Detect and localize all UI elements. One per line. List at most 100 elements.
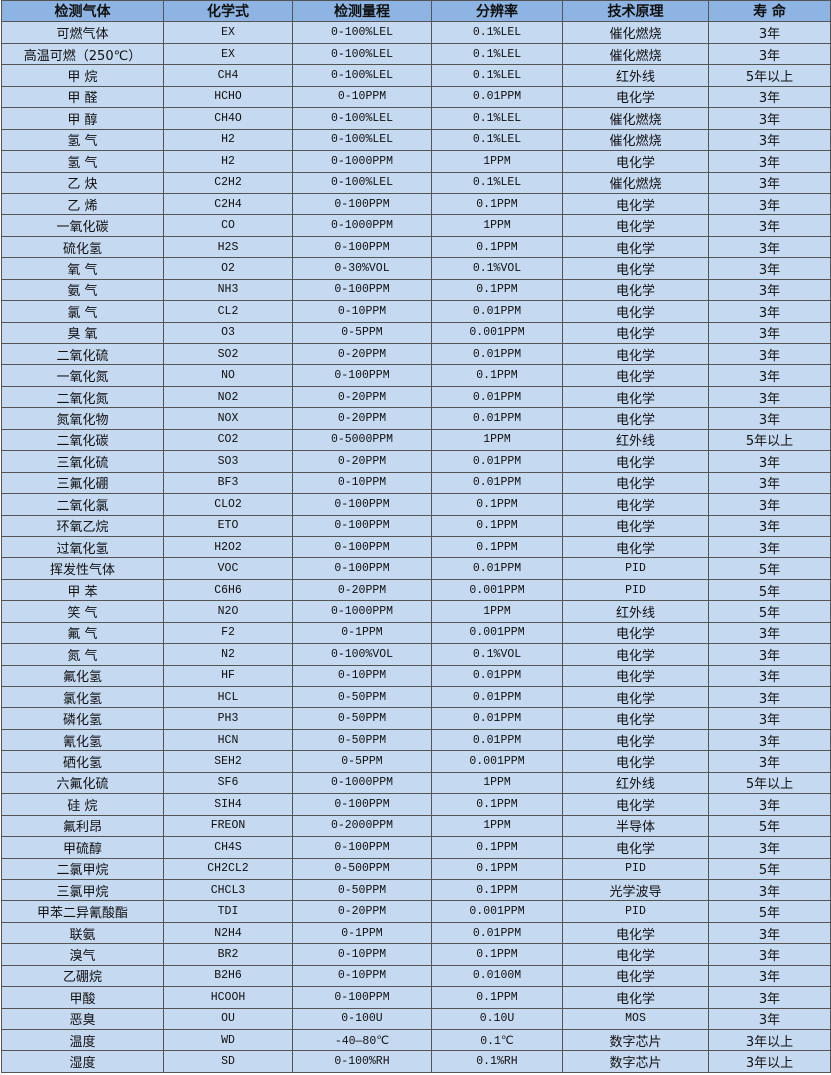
lifespan-cell: 3年以上 xyxy=(708,1050,831,1073)
lifespan-cell: 3年 xyxy=(708,214,831,237)
range-cell: 0-100PPM xyxy=(292,192,432,216)
formula-cell: CHCL3 xyxy=(163,878,293,902)
resolution-cell: 0.01PPM xyxy=(431,407,563,430)
gas-cell: 一氧化碳 xyxy=(1,214,164,237)
lifespan-cell: 3年 xyxy=(708,321,831,345)
table-row: 甲 苯 C6H6 0-20PPM 0.001PPM PID 5年 xyxy=(1,578,831,602)
lifespan-cell: 3年 xyxy=(708,278,831,302)
table-row: 硒化氢 SEH2 0-5PPM 0.001PPM 电化学 3年 xyxy=(1,750,831,773)
range-cell: 0-50PPM xyxy=(292,685,432,709)
principle-cell: 电化学 xyxy=(562,986,709,1009)
range-cell: 0-100U xyxy=(292,1007,432,1031)
principle-cell: 电化学 xyxy=(562,278,709,302)
gas-cell: 溴气 xyxy=(1,943,164,966)
table-row: 环氧乙烷 ETO 0-100PPM 0.1PPM 电化学 3年 xyxy=(1,514,831,537)
lifespan-cell: 3年 xyxy=(708,514,831,537)
gas-cell: 甲 烷 xyxy=(1,64,164,87)
principle-cell: 电化学 xyxy=(562,364,709,387)
lifespan-cell: 5年以上 xyxy=(708,428,831,452)
formula-cell: NO xyxy=(163,364,293,387)
header-row: 检测气体 化学式 检测量程 分辨率 技术原理 寿 命 xyxy=(1,0,831,23)
gas-cell: 六氟化硫 xyxy=(1,771,164,795)
lifespan-cell: 5年 xyxy=(708,857,831,880)
resolution-cell: 0.01PPM xyxy=(431,921,563,945)
principle-cell: 红外线 xyxy=(562,428,709,452)
resolution-cell: 0.0100M xyxy=(431,964,563,988)
resolution-cell: 0.1PPM xyxy=(431,514,563,537)
range-cell: 0-20PPM xyxy=(292,578,432,602)
lifespan-cell: 3年 xyxy=(708,150,831,173)
resolution-cell: 0.1PPM xyxy=(431,364,563,387)
table-row: 臭 氧 O3 0-5PPM 0.001PPM 电化学 3年 xyxy=(1,321,831,345)
lifespan-cell: 3年 xyxy=(708,235,831,259)
table-row: 挥发性气体 VOC 0-100PPM 0.01PPM PID 5年 xyxy=(1,557,831,580)
range-cell: 0-100PPM xyxy=(292,836,432,859)
principle-cell: 光学波导 xyxy=(562,878,709,902)
formula-cell: SO3 xyxy=(163,450,293,473)
gas-cell: 二氧化氯 xyxy=(1,493,164,516)
range-cell: 0-1000PPM xyxy=(292,600,432,623)
table-row: 氟利昂 FREON 0-2000PPM 1PPM 半导体 5年 xyxy=(1,814,831,838)
lifespan-cell: 3年 xyxy=(708,986,831,1009)
table-row: 氮 气 N2 0-100%VOL 0.1%VOL 电化学 3年 xyxy=(1,643,831,666)
lifespan-cell: 3年 xyxy=(708,535,831,559)
formula-cell: SIH4 xyxy=(163,793,293,816)
formula-cell: H2O2 xyxy=(163,535,293,559)
table-row: 三氟化硼 BF3 0-10PPM 0.01PPM 电化学 3年 xyxy=(1,471,831,495)
header-formula: 化学式 xyxy=(163,0,293,23)
resolution-cell: 0.10U xyxy=(431,1007,563,1031)
resolution-cell: 1PPM xyxy=(431,814,563,838)
lifespan-cell: 3年 xyxy=(708,964,831,988)
range-cell: 0-100PPM xyxy=(292,557,432,580)
table-row: 溴气 BR2 0-10PPM 0.1PPM 电化学 3年 xyxy=(1,943,831,966)
range-cell: 0-10PPM xyxy=(292,943,432,966)
table-row: 氢 气 H2 0-100%LEL 0.1%LEL 催化燃烧 3年 xyxy=(1,128,831,152)
range-cell: 0-2000PPM xyxy=(292,814,432,838)
table-row: 乙 烯 C2H4 0-100PPM 0.1PPM 电化学 3年 xyxy=(1,192,831,216)
header-resolution: 分辨率 xyxy=(431,0,563,23)
resolution-cell: 0.1%LEL xyxy=(431,107,563,130)
lifespan-cell: 3年 xyxy=(708,192,831,216)
formula-cell: SF6 xyxy=(163,771,293,795)
table-row: 氟 气 F2 0-1PPM 0.001PPM 电化学 3年 xyxy=(1,621,831,645)
table-row: 二氧化氯 CLO2 0-100PPM 0.1PPM 电化学 3年 xyxy=(1,493,831,516)
resolution-cell: 0.1PPM xyxy=(431,235,563,259)
gas-cell: 联氨 xyxy=(1,921,164,945)
resolution-cell: 0.001PPM xyxy=(431,321,563,345)
table-row: 恶臭 OU 0-100U 0.10U MOS 3年 xyxy=(1,1007,831,1031)
resolution-cell: 1PPM xyxy=(431,771,563,795)
principle-cell: 红外线 xyxy=(562,64,709,87)
resolution-cell: 0.1PPM xyxy=(431,793,563,816)
formula-cell: F2 xyxy=(163,621,293,645)
lifespan-cell: 3年 xyxy=(708,21,831,44)
principle-cell: PID xyxy=(562,900,709,923)
lifespan-cell: 3年 xyxy=(708,342,831,366)
lifespan-cell: 3年 xyxy=(708,664,831,688)
resolution-cell: 0.001PPM xyxy=(431,750,563,773)
gas-cell: 氢 气 xyxy=(1,128,164,152)
table-row: 一氧化碳 CO 0-1000PPM 1PPM 电化学 3年 xyxy=(1,214,831,237)
gas-cell: 甲硫醇 xyxy=(1,836,164,859)
gas-cell: 三氯甲烷 xyxy=(1,878,164,902)
formula-cell: CL2 xyxy=(163,300,293,323)
table-row: 乙 炔 C2H2 0-100%LEL 0.1%LEL 催化燃烧 3年 xyxy=(1,171,831,194)
principle-cell: 电化学 xyxy=(562,685,709,709)
formula-cell: WD xyxy=(163,1028,293,1052)
formula-cell: H2 xyxy=(163,150,293,173)
range-cell: 0-50PPM xyxy=(292,878,432,902)
principle-cell: 电化学 xyxy=(562,450,709,473)
range-cell: 0-100%RH xyxy=(292,1050,432,1073)
range-cell: 0-100PPM xyxy=(292,793,432,816)
resolution-cell: 0.1PPM xyxy=(431,535,563,559)
header-range: 检测量程 xyxy=(292,0,432,23)
formula-cell: H2S xyxy=(163,235,293,259)
formula-cell: CH4 xyxy=(163,64,293,87)
range-cell: 0-5PPM xyxy=(292,321,432,345)
formula-cell: CO xyxy=(163,214,293,237)
range-cell: 0-100%VOL xyxy=(292,643,432,666)
principle-cell: 电化学 xyxy=(562,964,709,988)
resolution-cell: 0.1℃ xyxy=(431,1028,563,1052)
gas-cell: 甲酸 xyxy=(1,986,164,1009)
resolution-cell: 0.1%LEL xyxy=(431,171,563,194)
